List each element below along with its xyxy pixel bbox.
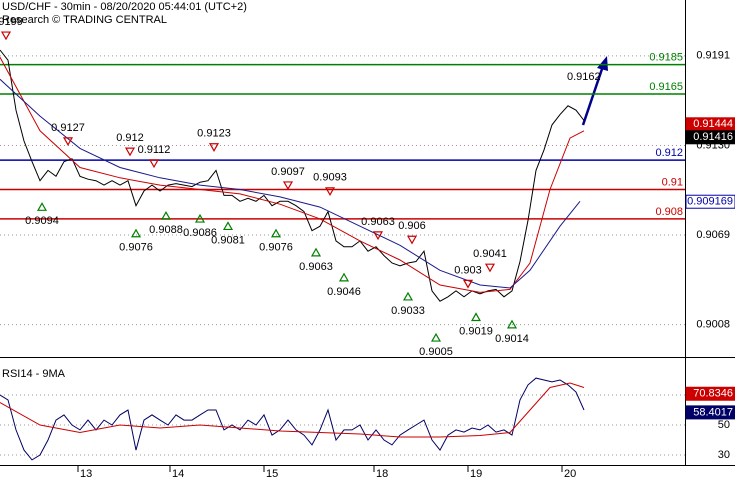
pivot-low-marker — [402, 291, 414, 301]
pivot-label: 0.9199 — [0, 16, 23, 28]
chart-title: USD/CHF - 30min - 08/20/2020 05:44:01 (U… — [2, 1, 247, 13]
price-tag — [685, 386, 735, 401]
pivot-low-marker — [270, 228, 282, 238]
pivot-low-marker — [160, 210, 172, 220]
level-label: 0.912 — [655, 147, 683, 159]
price-tag — [685, 130, 735, 145]
pivot-low-marker — [310, 247, 322, 257]
level-label: 0.9185 — [649, 52, 683, 64]
pivot-label: 0.9019 — [459, 325, 493, 337]
x-tick-label: 13 — [80, 468, 92, 480]
level-label: 0.91 — [662, 176, 683, 188]
y-tick-label: 30 — [718, 449, 730, 461]
y-tick-label: 50 — [718, 419, 730, 431]
x-tick-label: 19 — [470, 468, 482, 480]
pivot-label: 0.9127 — [51, 122, 85, 134]
pivot-high-marker — [124, 147, 136, 157]
series-line — [0, 382, 585, 438]
pivot-label: 0.9112 — [138, 144, 171, 156]
pivot-low-marker — [36, 202, 48, 211]
x-tick-label: 14 — [172, 468, 184, 480]
pivot-label: 0.9005 — [419, 346, 453, 358]
series-line — [0, 377, 585, 461]
pivot-low-marker — [194, 213, 206, 223]
target-arrowhead — [597, 56, 608, 71]
pivot-high-marker — [208, 143, 220, 152]
y-tick-label: 0.9008 — [696, 319, 730, 331]
pivot-low-marker — [430, 332, 442, 342]
pivot-label: 0.9033 — [391, 305, 425, 317]
price-tag-label: 58.4017 — [693, 406, 733, 418]
pivot-high-marker — [462, 279, 474, 289]
pivot-high-marker — [148, 159, 160, 169]
price-tag-label: 0.91444 — [693, 118, 733, 130]
pivot-high-marker — [324, 187, 336, 197]
price-tag — [685, 194, 735, 209]
pivot-label: 0.9076 — [259, 242, 293, 254]
level-label: 0.908 — [655, 206, 683, 218]
target-label: 0.9162 — [567, 71, 601, 83]
pivot-label: 0.9041 — [473, 248, 507, 260]
price-tag-label: 70.8346 — [693, 388, 733, 400]
pivot-low-marker — [338, 272, 350, 282]
pivot-high-marker — [406, 235, 418, 245]
pivot-label: 0.9094 — [25, 215, 59, 227]
series-line — [0, 78, 581, 289]
price-tag-label: 0.909169 — [687, 196, 733, 208]
level-label: 0.9165 — [649, 81, 683, 93]
price-tag-label: 0.91416 — [693, 131, 733, 143]
pivot-label: 0.9088 — [149, 224, 183, 236]
pivot-label: 0.912 — [116, 132, 144, 144]
pivot-low-marker — [130, 228, 142, 238]
pivot-high-marker — [62, 137, 74, 147]
target-arrow — [581, 65, 605, 126]
pivot-label: 0.9081 — [211, 234, 245, 246]
series-line — [0, 57, 585, 293]
pivot-label: 0.903 — [454, 264, 482, 276]
pivot-label: 0.9063 — [299, 261, 333, 273]
x-tick-label: 18 — [376, 468, 388, 480]
x-tick-label: 20 — [564, 468, 576, 480]
pivot-label: 0.9063 — [361, 216, 395, 228]
pivot-label: 0.9097 — [271, 166, 305, 178]
pivot-label: 0.9093 — [313, 172, 347, 184]
pivot-label: 0.9123 — [197, 128, 231, 140]
rsi-title: RSI14 - 9MA — [2, 368, 66, 380]
pivot-high-marker — [484, 263, 496, 273]
pivot-high-marker — [372, 231, 384, 241]
pivot-high-marker — [0, 31, 12, 41]
x-tick-label: 15 — [266, 468, 278, 480]
y-tick-label: 0.9069 — [696, 229, 730, 241]
pivot-low-marker — [222, 221, 234, 231]
pivot-label: 0.9046 — [327, 286, 361, 298]
pivot-label: 0.906 — [398, 220, 426, 232]
pivot-label: 0.9014 — [495, 333, 529, 345]
price-tag — [685, 405, 735, 420]
pivot-low-marker — [506, 319, 518, 329]
chart-subtitle: Research © TRADING CENTRAL — [2, 14, 167, 26]
pivot-low-marker — [470, 312, 482, 322]
pivot-high-marker — [282, 181, 294, 191]
pivot-label: 0.9086 — [183, 227, 217, 239]
y-tick-label: 0.9191 — [696, 50, 730, 62]
pivot-label: 0.9076 — [119, 242, 153, 254]
